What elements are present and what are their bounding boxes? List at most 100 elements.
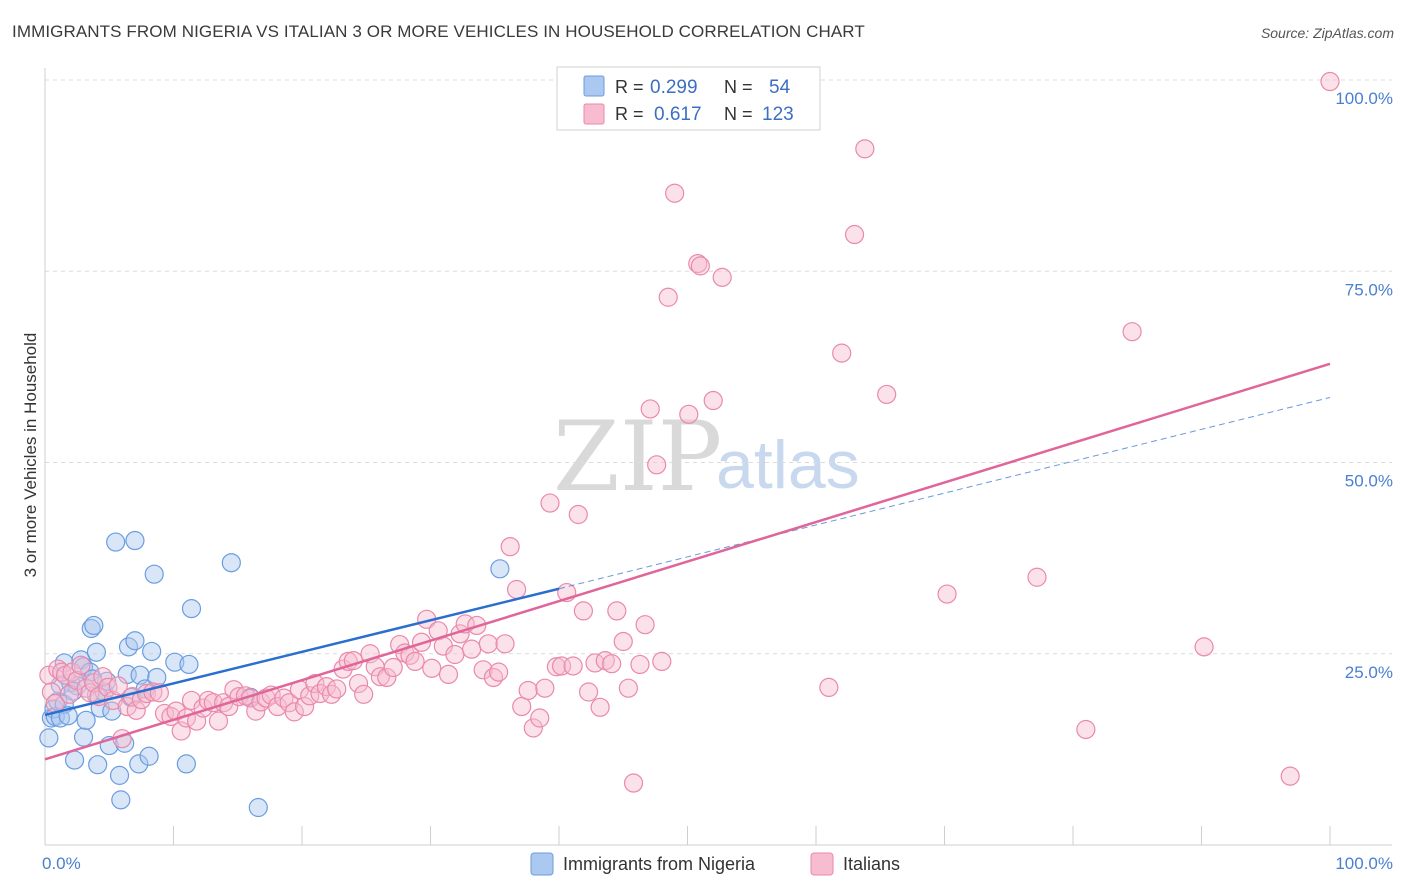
italians-point (422, 658, 442, 678)
italians-point (712, 267, 732, 287)
italians-point (573, 601, 594, 621)
italians-point (1027, 567, 1047, 587)
italians-point (630, 654, 650, 675)
watermark-zip: ZIP (553, 401, 722, 513)
stats-r-label: R = (615, 77, 644, 97)
nigeria-point (179, 654, 199, 675)
italians-point (679, 404, 699, 424)
bottom-legend: Immigrants from Nigeria Italians (530, 852, 900, 876)
italians-point (1076, 719, 1096, 740)
italians-point (635, 615, 655, 635)
italians-point (506, 579, 527, 600)
watermark-atlas: atlas (716, 427, 860, 503)
italians-point (1194, 637, 1214, 657)
italians-point (855, 139, 875, 159)
italians-point (665, 183, 685, 203)
italians-point (284, 702, 304, 722)
y-tick-label: 25.0% (1345, 663, 1393, 682)
legend-swatch-nigeria (530, 852, 554, 876)
chart-title: IMMIGRANTS FROM NIGERIA VS ITALIAN 3 OR … (12, 22, 865, 41)
italians-point (607, 601, 627, 621)
nigeria-point (125, 530, 145, 551)
trend-line-nigeria-extension (558, 396, 1331, 590)
italians-point (623, 773, 644, 793)
stats-n-value: 54 (769, 77, 791, 98)
nigeria-point (109, 765, 130, 785)
italians-point (1122, 322, 1142, 342)
italians-point (321, 684, 342, 704)
italians-point (832, 343, 852, 363)
italians-point (377, 667, 397, 688)
stats-legend-swatch-nigeria (583, 75, 605, 97)
italians-point (489, 662, 509, 682)
italians-point (688, 254, 708, 274)
italians-point (618, 678, 638, 698)
italians-point (530, 708, 550, 728)
italians-point (578, 682, 599, 702)
stats-legend-swatch-italians (583, 103, 605, 125)
legend-label-nigeria: Immigrants from Nigeria (563, 854, 756, 874)
italians-point (844, 224, 865, 245)
italians-point (690, 256, 710, 276)
italians-point (108, 676, 128, 696)
italians-point (518, 680, 538, 701)
italians-point (640, 399, 660, 419)
nigeria-point (84, 615, 104, 636)
x-tick-label: 0.0% (42, 854, 81, 873)
stats-r-label: R = (615, 104, 644, 124)
stats-r-value: 0.299 (650, 77, 698, 98)
stats-n-value: 123 (762, 104, 794, 125)
nigeria-point (125, 631, 145, 651)
nigeria-point (73, 727, 94, 747)
nigeria-point (490, 559, 510, 579)
italians-point (126, 700, 146, 720)
stats-legend: R = 0.299 N = 54 R = 0.617 N = 123 (556, 66, 821, 131)
italians-point (551, 656, 572, 676)
nigeria-point (221, 553, 241, 573)
axes (44, 68, 1392, 846)
trend-line-italians (44, 362, 1331, 761)
trend-line-nigeria (44, 587, 560, 717)
italians-point (523, 718, 543, 738)
italians-point (877, 384, 897, 405)
nigeria-point (88, 755, 108, 775)
watermark: ZIP atlas (553, 401, 860, 513)
nigeria-point (129, 754, 149, 774)
nigeria-point (86, 642, 107, 662)
italians-point (93, 667, 113, 687)
italians-point (294, 696, 315, 717)
italians-point (438, 664, 459, 685)
italians-point (383, 657, 403, 678)
italians-point (327, 679, 347, 699)
y-tick-label: 75.0% (1345, 280, 1393, 299)
stats-n-label: N = (724, 77, 753, 97)
grid-lines (45, 79, 1392, 655)
italians-point (71, 655, 91, 675)
nigeria-point (139, 746, 159, 766)
nigeria-point (64, 750, 85, 770)
y-tick-label: 100.0% (1335, 89, 1393, 108)
italians-point (445, 644, 465, 665)
y-tick-labels: 25.0% 50.0% 75.0% 100.0% (1335, 89, 1393, 682)
source-credit: Source: ZipAtlas.com (1260, 25, 1394, 41)
nigeria-point (81, 618, 101, 639)
italians-point (658, 287, 678, 307)
italians-point (590, 697, 610, 717)
italians-point (512, 696, 532, 717)
series-italians-points (39, 71, 1340, 793)
legend-swatch-italians (810, 852, 834, 876)
italians-point (181, 690, 202, 711)
italians-point (540, 493, 560, 513)
italians-point (246, 701, 266, 721)
legend-label-italians: Italians (843, 854, 900, 874)
italians-point (937, 584, 957, 604)
italians-point (279, 693, 299, 713)
italians-point (703, 390, 723, 411)
nigeria-point (106, 532, 126, 552)
stats-r-value: 0.617 (654, 104, 702, 125)
italians-point (495, 634, 515, 654)
x-tick-label: 100.0% (1335, 854, 1393, 873)
x-tick-labels: 0.0% 100.0% (42, 854, 1393, 873)
italians-point (483, 667, 504, 688)
